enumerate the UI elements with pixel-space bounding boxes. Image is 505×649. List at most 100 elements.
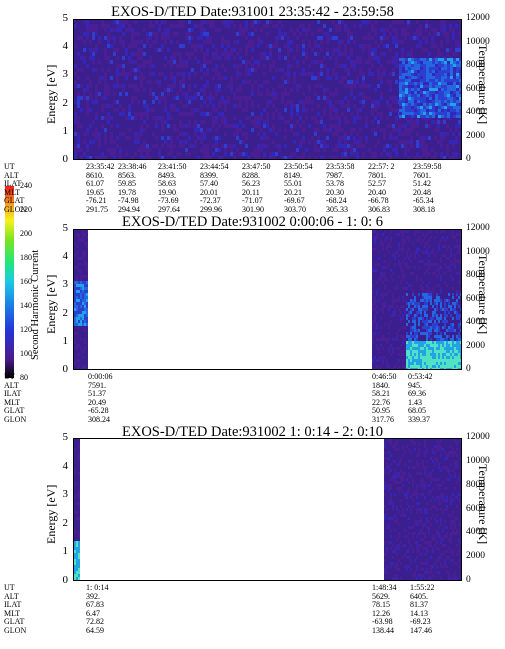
- heatmap-cell: [395, 44, 398, 48]
- heatmap-cell: [116, 124, 119, 128]
- heatmap-cell: [384, 347, 386, 350]
- heatmap-cell: [86, 320, 88, 323]
- heatmap-cell: [420, 353, 422, 356]
- heatmap-cell: [74, 156, 77, 159]
- heatmap-cell: [428, 251, 430, 254]
- heatmap-cell: [74, 481, 76, 484]
- heatmap-cell: [230, 152, 233, 156]
- heatmap-cell: [242, 152, 245, 156]
- heatmap-cell: [398, 248, 400, 251]
- heatmap-cell: [430, 248, 432, 251]
- heatmap-cell: [239, 84, 242, 88]
- colorbar-tick-label: 120: [20, 325, 32, 334]
- heatmap-cell: [400, 275, 402, 278]
- heatmap-cell: [167, 32, 170, 36]
- heatmap-cell: [82, 257, 84, 260]
- heatmap-cell-bright: [447, 115, 450, 118]
- heatmap-cell: [206, 104, 209, 108]
- heatmap-cell-bright: [402, 94, 405, 97]
- heatmap-cell: [378, 314, 380, 317]
- heatmap-cell: [444, 245, 446, 248]
- heatmap-cell: [140, 156, 143, 159]
- heatmap-cell: [293, 124, 296, 128]
- heatmap-cell: [269, 44, 272, 48]
- heatmap-cell: [372, 344, 374, 347]
- heatmap-cell: [350, 144, 353, 148]
- heatmap-cell: [350, 48, 353, 52]
- heatmap-cell: [314, 144, 317, 148]
- heatmap-cell-bright: [420, 85, 423, 88]
- heatmap-cell: [74, 338, 76, 341]
- heatmap-cell: [460, 299, 461, 302]
- heatmap-cell: [452, 275, 454, 278]
- heatmap-cell: [448, 299, 450, 302]
- heatmap-cell-bright: [408, 115, 411, 118]
- heatmap-cell: [76, 326, 78, 329]
- heatmap-cell-bright: [453, 70, 456, 73]
- heatmap-cell: [400, 341, 402, 344]
- heatmap-cell: [452, 299, 454, 302]
- heatmap-cell: [380, 260, 382, 263]
- heatmap-cell: [194, 124, 197, 128]
- heatmap-cell: [436, 305, 438, 308]
- heatmap-cell: [203, 72, 206, 76]
- heatmap-cell: [143, 88, 146, 92]
- heatmap-cell: [371, 104, 374, 108]
- heatmap-cell: [410, 356, 412, 359]
- heatmap-cell: [434, 323, 436, 326]
- heatmap-cell: [418, 308, 420, 311]
- heatmap-cell: [454, 254, 456, 257]
- heatmap-cells: [74, 230, 461, 369]
- heatmap-cell-bright: [411, 112, 414, 115]
- heatmap-cell: [76, 251, 78, 254]
- heatmap-cell: [296, 48, 299, 52]
- heatmap-cell: [402, 332, 404, 335]
- heatmap-cell: [263, 152, 266, 156]
- heatmap-cell: [436, 278, 438, 281]
- heatmap-cell: [221, 120, 224, 124]
- heatmap-cell: [420, 242, 422, 245]
- heatmap-cell: [290, 100, 293, 104]
- heatmap-cell: [416, 266, 418, 269]
- heatmap-cell: [456, 359, 458, 362]
- heatmap-cell: [378, 317, 380, 320]
- colorbar-tick-label: 160: [20, 277, 32, 286]
- heatmap-cell: [347, 40, 350, 44]
- heatmap-cell-bright: [426, 64, 429, 67]
- heatmap-cell: [104, 56, 107, 60]
- heatmap-cell: [78, 284, 80, 287]
- heatmap-cell: [424, 338, 426, 341]
- heatmap-cell: [402, 269, 404, 272]
- heatmap-cell: [424, 323, 426, 326]
- heatmap-cell: [396, 368, 398, 369]
- heatmap-cell: [317, 76, 320, 80]
- heatmap-cell: [74, 332, 76, 335]
- heatmap-cell: [290, 40, 293, 44]
- heatmap-cell: [444, 332, 446, 335]
- heatmap-cell: [372, 254, 374, 257]
- heatmap-cell-bright: [444, 70, 447, 73]
- heatmap-cell: [83, 140, 86, 144]
- heatmap-cell: [416, 257, 418, 260]
- heatmap-cell: [134, 136, 137, 140]
- heatmap-cell: [376, 293, 378, 296]
- heatmap-cell: [402, 311, 404, 314]
- heatmap-cell: [440, 287, 442, 290]
- heatmap-cell: [392, 287, 394, 290]
- heatmap-cell-bright: [438, 94, 441, 97]
- heatmap-cell: [278, 36, 281, 40]
- heatmap-cell: [432, 320, 434, 323]
- heatmap-cell: [78, 293, 80, 296]
- heatmap-cell: [410, 347, 412, 350]
- heatmap-cell: [278, 56, 281, 60]
- heatmap-cell: [308, 84, 311, 88]
- heatmap-cell-bright: [435, 91, 438, 94]
- heatmap-cell: [436, 344, 438, 347]
- heatmap-cell: [392, 148, 395, 152]
- heatmap-cell: [314, 40, 317, 44]
- heatmap-cell: [116, 108, 119, 112]
- heatmap-cell: [384, 535, 386, 538]
- heatmap-cell: [359, 128, 362, 132]
- heatmap-cell: [434, 28, 437, 32]
- heatmap-cell: [460, 362, 461, 365]
